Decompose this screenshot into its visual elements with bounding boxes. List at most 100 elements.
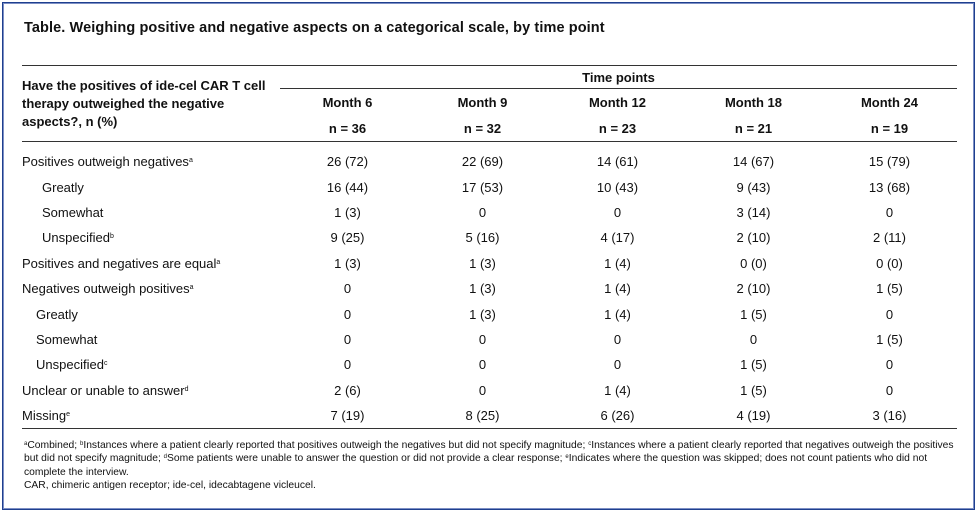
footnotes: aCombined; bInstances where a patient cl… xyxy=(24,439,959,492)
table-cell: 1 (3) xyxy=(469,255,496,271)
column-header-n: n = 32 xyxy=(463,121,502,136)
footnote-marker: d xyxy=(163,454,168,461)
column-header-n: n = 19 xyxy=(870,121,909,136)
table-cell: 14 (67) xyxy=(732,154,775,170)
table-cell: 7 (19) xyxy=(330,408,365,424)
table-cell: 5 (16) xyxy=(465,230,500,246)
footnote-marker: c xyxy=(103,360,108,368)
footnote-marker: b xyxy=(109,233,114,241)
column-header-month: Month 6 xyxy=(322,95,373,110)
table-cell: 1 (5) xyxy=(740,382,767,398)
table-cell: 0 xyxy=(885,204,894,220)
row-label-text: Unclear or unable to answer xyxy=(22,382,185,398)
column-header-month: Month 12 xyxy=(588,95,647,110)
table-cell: 0 xyxy=(478,204,487,220)
data-table: Have the positives of ide-cel CAR T cell… xyxy=(22,65,957,430)
footnote-item: Instances where a patient clearly report… xyxy=(24,440,954,465)
row-label: Somewhat xyxy=(22,327,280,352)
table-cell: 0 xyxy=(343,357,352,373)
table-row: Negatives outweigh positivesa 0 1 (3) 1 (4)… xyxy=(22,276,957,301)
row-label-text: Somewhat xyxy=(36,331,98,347)
row-label: Greatly xyxy=(22,174,280,199)
footnote-marker: e xyxy=(66,411,70,419)
table-cell: 2 (10) xyxy=(736,281,771,297)
table-cell: 13 (68) xyxy=(868,179,911,195)
table-cell: 4 (19) xyxy=(736,408,771,424)
column-header-month: Month 24 xyxy=(860,95,919,110)
footnote-marker: a xyxy=(216,258,221,266)
column-header-month: Month 9 xyxy=(457,95,508,110)
footnote-item: Combined; xyxy=(27,440,80,451)
row-label: Unspecifiedc xyxy=(22,352,280,377)
table-row: Somewhat 1 (3) 0 0 3 (14) 0 xyxy=(22,200,957,225)
footnote-text: aCombined; bInstances where a patient cl… xyxy=(24,439,959,479)
table-cell: 1 (3) xyxy=(469,306,496,322)
table-cell: 0 xyxy=(478,382,487,398)
table-row: Somewhat 0 0 0 0 1 (5) xyxy=(22,327,957,352)
footnote-marker: b xyxy=(80,441,84,447)
footnote-item: Instances where a patient clearly report… xyxy=(83,440,589,451)
footnote-item: Some patients were unable to answer the … xyxy=(167,453,566,465)
column-header-n: n = 21 xyxy=(734,121,773,136)
row-label-text: Somewhat xyxy=(42,204,104,220)
row-label-text: Unspecified xyxy=(36,357,104,373)
table-cell: 1 (4) xyxy=(604,382,631,398)
row-label-text: Positives and negatives are equal xyxy=(22,255,217,271)
row-label-text: Greatly xyxy=(42,179,84,195)
table-cell: 0 xyxy=(613,357,622,373)
table-row: Greatly 0 1 (3) 1 (4) 1 (5) 0 xyxy=(22,301,957,326)
row-label-text: Unspecified xyxy=(42,230,110,246)
row-label-text: Greatly xyxy=(36,306,78,322)
footnote-marker: c xyxy=(588,441,592,447)
table-cell: 0 xyxy=(478,357,487,373)
table-cell: 3 (14) xyxy=(736,204,771,220)
row-label-text: Negatives outweigh positives xyxy=(22,281,190,297)
table-cell: 0 xyxy=(613,204,622,220)
table-title: Table. Weighing positive and negative as… xyxy=(24,20,605,36)
footnote-marker: a xyxy=(189,284,194,292)
table-cell: 3 (16) xyxy=(872,408,907,424)
table-row: Positives outweigh negativesa 26 (72) 22 (… xyxy=(22,142,957,175)
table-cell: 0 xyxy=(613,331,622,347)
row-label: Unspecifiedb xyxy=(22,225,280,250)
row-label-text: Missing xyxy=(22,408,67,424)
table-cell: 0 xyxy=(885,357,894,373)
table-row: Unclear or unable to answerd 2 (6) 0 1 (4) 1… xyxy=(22,378,957,403)
table-cell: 0 xyxy=(343,331,352,347)
abbreviations: CAR, chimeric antigen receptor; ide-cel,… xyxy=(24,479,316,491)
table-row: Missinge 7 (19) 8 (25) 6 (26) 4 (19) 3 (16) xyxy=(22,403,957,429)
table-cell: 4 (17) xyxy=(600,230,635,246)
question-header: Have the positives of ide-cel CAR T cell… xyxy=(22,78,266,129)
table-cell: 1 (4) xyxy=(604,255,631,271)
table-cell: 2 (6) xyxy=(334,382,361,398)
table-cell: 10 (43) xyxy=(596,179,639,195)
table-cell: 0 xyxy=(478,331,487,347)
table-cell: 16 (44) xyxy=(326,179,369,195)
table-cell: 0 xyxy=(885,382,894,398)
table-cell: 1 (3) xyxy=(469,281,496,297)
row-label: Somewhat xyxy=(22,200,280,225)
table-cell: 0 xyxy=(885,306,894,322)
footnote-marker: d xyxy=(184,385,189,393)
row-label: Positives outweigh negativesa xyxy=(22,142,280,175)
table-row: Positives and negatives are equala 1 (3) 1… xyxy=(22,251,957,276)
table-cell: 1 (5) xyxy=(876,281,903,297)
table-cell: 0 xyxy=(749,331,758,347)
time-points-header: Time points xyxy=(280,66,957,89)
table-cell: 1 (4) xyxy=(604,281,631,297)
column-header-n: n = 23 xyxy=(598,121,637,136)
table-cell: 1 (3) xyxy=(334,204,361,220)
table-cell: 1 (5) xyxy=(740,306,767,322)
table-row: Unspecifiedb 9 (25) 5 (16) 4 (17) 2 (10) 2 (1… xyxy=(22,225,957,250)
row-label: Positives and negatives are equala xyxy=(22,251,280,276)
table-row: Unspecifiedc 0 0 0 1 (5) 0 xyxy=(22,352,957,377)
table-cell: 2 (11) xyxy=(873,230,906,246)
table-cell: 15 (79) xyxy=(868,154,911,170)
row-label-text: Positives outweigh negatives xyxy=(22,154,189,170)
table-cell: 1 (3) xyxy=(334,255,361,271)
table-cell: 17 (53) xyxy=(461,179,504,195)
row-label: Negatives outweigh positivesa xyxy=(22,276,280,301)
table-cell: 0 xyxy=(343,306,352,322)
table-cell: 6 (26) xyxy=(600,408,635,424)
table-cell: 0 (0) xyxy=(876,255,903,271)
